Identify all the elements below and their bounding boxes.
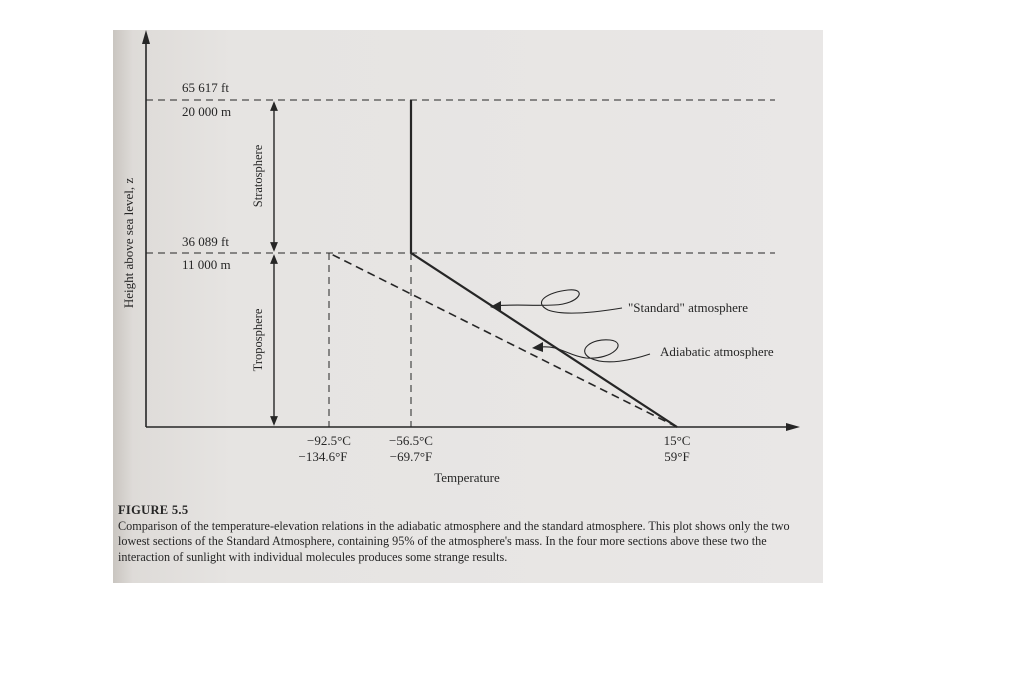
x-tick-minus-56-5-f: −69.7°F: [390, 449, 433, 464]
adiabatic-label-leader-arrowhead: [532, 342, 543, 352]
region-label-troposphere: Troposphere: [251, 308, 265, 371]
standard-label-leader: [493, 289, 623, 314]
adiabatic-atmosphere-line: [328, 252, 678, 428]
standard-label-leader-arrowhead: [490, 301, 501, 311]
x-axis-label: Temperature: [434, 470, 500, 485]
x-tick-15-c: 15°C: [664, 433, 691, 448]
region-label-stratosphere: Stratosphere: [251, 144, 265, 207]
x-tick-minus-56-5-c: −56.5°C: [389, 433, 433, 448]
adiabatic-label-leader: [539, 339, 651, 363]
figure-page-photo: [113, 30, 823, 583]
y-tick-20000-ft: 65 617 ft: [182, 80, 229, 95]
standard-atmosphere-line: [409, 100, 678, 428]
y-axis-label: Height above sea level, z: [121, 178, 136, 309]
figure-number: FIGURE 5.5: [118, 503, 189, 517]
x-tick-15-f: 59°F: [664, 449, 689, 464]
y-tick-11000-ft: 36 089 ft: [182, 234, 229, 249]
figure-caption-block: FIGURE 5.5 Comparison of the temperature…: [118, 503, 818, 565]
y-tick-20000-m: 20 000 m: [182, 104, 231, 119]
y-axis-arrowhead: [142, 30, 150, 44]
y-tick-11000-m: 11 000 m: [182, 257, 231, 272]
figure-caption: Comparison of the temperature-elevation …: [118, 518, 790, 564]
series-label-standard: "Standard" atmosphere: [628, 300, 748, 315]
x-tick-minus-92-5-f: −134.6°F: [298, 449, 347, 464]
x-tick-minus-92-5-c: −92.5°C: [307, 433, 351, 448]
x-axis-arrowhead: [786, 423, 800, 431]
series-label-adiabatic: Adiabatic atmosphere: [660, 344, 774, 359]
